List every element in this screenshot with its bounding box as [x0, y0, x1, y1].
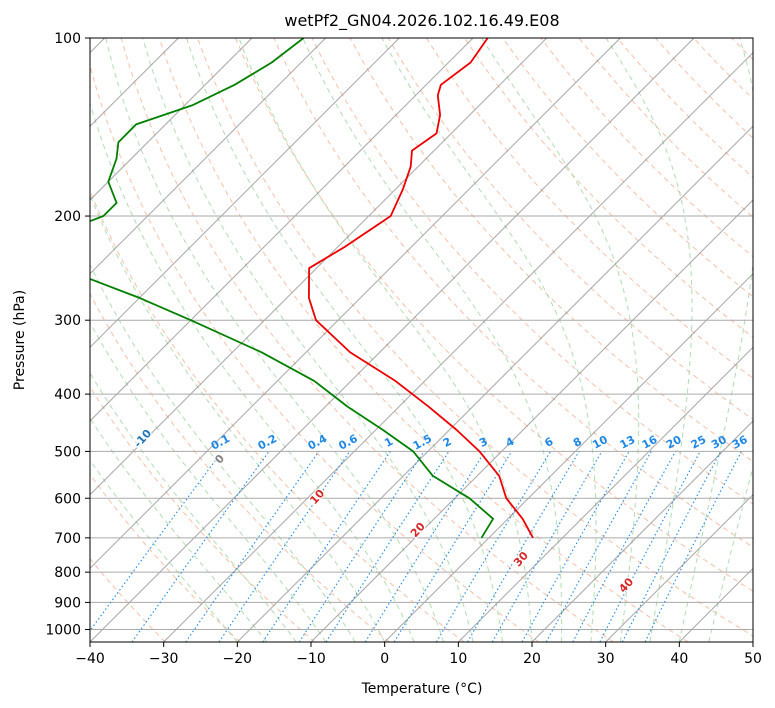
y-tick-label: 200 [54, 209, 81, 225]
isotherm-line [90, 38, 253, 201]
mixing-ratio-line [521, 451, 630, 642]
isotherm-line [90, 38, 400, 349]
dry-adiabat [158, 38, 689, 642]
x-tick-label: 20 [523, 651, 541, 667]
mixing-ratio-line [644, 451, 742, 642]
isotherm-line [90, 38, 327, 275]
isotherm-line [310, 199, 753, 642]
plot-frame [89, 37, 754, 643]
dry-adiabat [90, 63, 540, 642]
moist-adiabat [302, 38, 563, 642]
dry-adiabat [90, 557, 166, 642]
x-axis-title: Temperature (°C) [361, 681, 483, 697]
y-tick-label: 600 [54, 491, 81, 507]
moist-adiabat [605, 38, 693, 642]
mixing-ratio-line [298, 451, 425, 642]
dry-adiabat [90, 292, 390, 642]
mixing-ratio-label: 10 [590, 433, 610, 452]
mixing-ratio-label: 36 [730, 433, 750, 452]
mixing-ratio-line [325, 451, 450, 642]
mixing-ratio-line [393, 451, 513, 642]
chart-title: wetPf2_GN04.2026.102.16.49.E08 [284, 11, 559, 31]
dry-adiabat [90, 385, 316, 642]
mixing-ratio-line [262, 451, 391, 642]
x-axis: −40 −30 −20 −10 0 10 20 30 40 50 [75, 642, 762, 667]
dry-adiabat [387, 38, 753, 421]
mixing-ratio-label: 25 [689, 433, 709, 452]
moist-adiabat [90, 372, 297, 642]
moist-adiabat [90, 193, 386, 642]
mixing-ratio-label: 30 [709, 433, 729, 452]
dry-adiabat [90, 473, 241, 642]
y-axis-title: Pressure (hPa) [12, 290, 28, 390]
moist-adiabat [381, 38, 597, 642]
isotherm-line [384, 272, 753, 642]
y-tick-label: 900 [54, 595, 81, 611]
x-tick-label: −10 [296, 651, 326, 667]
isotherm-line [457, 346, 753, 642]
mixing-ratio-line [621, 451, 722, 642]
isotherm-line [531, 420, 753, 642]
isotherm-line [163, 51, 753, 642]
moist-adiabat [481, 38, 640, 642]
moist-adiabat [90, 459, 238, 642]
dewpoint-profile-line [90, 38, 494, 539]
mixing-ratio-line [131, 451, 270, 642]
temperature-profile-line [308, 38, 534, 539]
y-tick-label: 400 [54, 387, 81, 403]
dry-adiabat [349, 38, 753, 463]
dry-adiabat [464, 38, 753, 338]
y-tick-label: 500 [54, 444, 81, 460]
x-tick-label: 30 [597, 651, 615, 667]
dry-adiabat [90, 189, 465, 642]
isotherm-line [605, 493, 753, 642]
dry-adiabat [273, 38, 753, 548]
y-axis: 100 200 300 400 500 600 700 800 900 1000 [45, 31, 90, 638]
isotherm-line [90, 38, 695, 642]
x-tick-label: −20 [223, 651, 253, 667]
dry-adiabat [502, 38, 753, 298]
moist-adiabat [238, 38, 533, 642]
mixing-ratio-line [545, 451, 652, 642]
dry-adiabat [120, 38, 614, 642]
y-tick-label: 100 [54, 31, 81, 47]
x-tick-label: 50 [744, 651, 762, 667]
y-tick-label: 300 [54, 313, 81, 329]
mixing-ratio-line [185, 451, 320, 642]
isotherm-line [90, 38, 474, 422]
y-tick-label: 1000 [45, 622, 81, 638]
moist-adiabat [142, 38, 474, 642]
dry-adiabat [311, 38, 753, 505]
dry-adiabat [235, 38, 753, 592]
mixing-ratio-label: 20 [664, 433, 684, 452]
mixing-ratio-line [218, 451, 351, 642]
isotherm-line [90, 38, 621, 570]
y-tick-label: 700 [54, 531, 81, 547]
mixing-ratio-line [572, 451, 676, 642]
mixing-ratio-line [90, 451, 223, 632]
x-tick-label: 0 [380, 651, 389, 667]
x-tick-label: 10 [449, 651, 467, 667]
mixing-ratio-label: 16 [640, 433, 660, 452]
moist-adiabat [90, 417, 268, 642]
x-tick-label: 40 [670, 651, 688, 667]
y-tick-label: 800 [54, 565, 81, 581]
data-lines [90, 38, 534, 539]
x-tick-label: −40 [75, 651, 105, 667]
mixing-ratio-label: 13 [618, 433, 638, 452]
x-tick-label: −30 [149, 651, 179, 667]
isotherm-line [236, 125, 753, 642]
moist-adiabat [105, 38, 445, 642]
isotherm-line [90, 38, 548, 496]
background-lines [90, 38, 753, 642]
